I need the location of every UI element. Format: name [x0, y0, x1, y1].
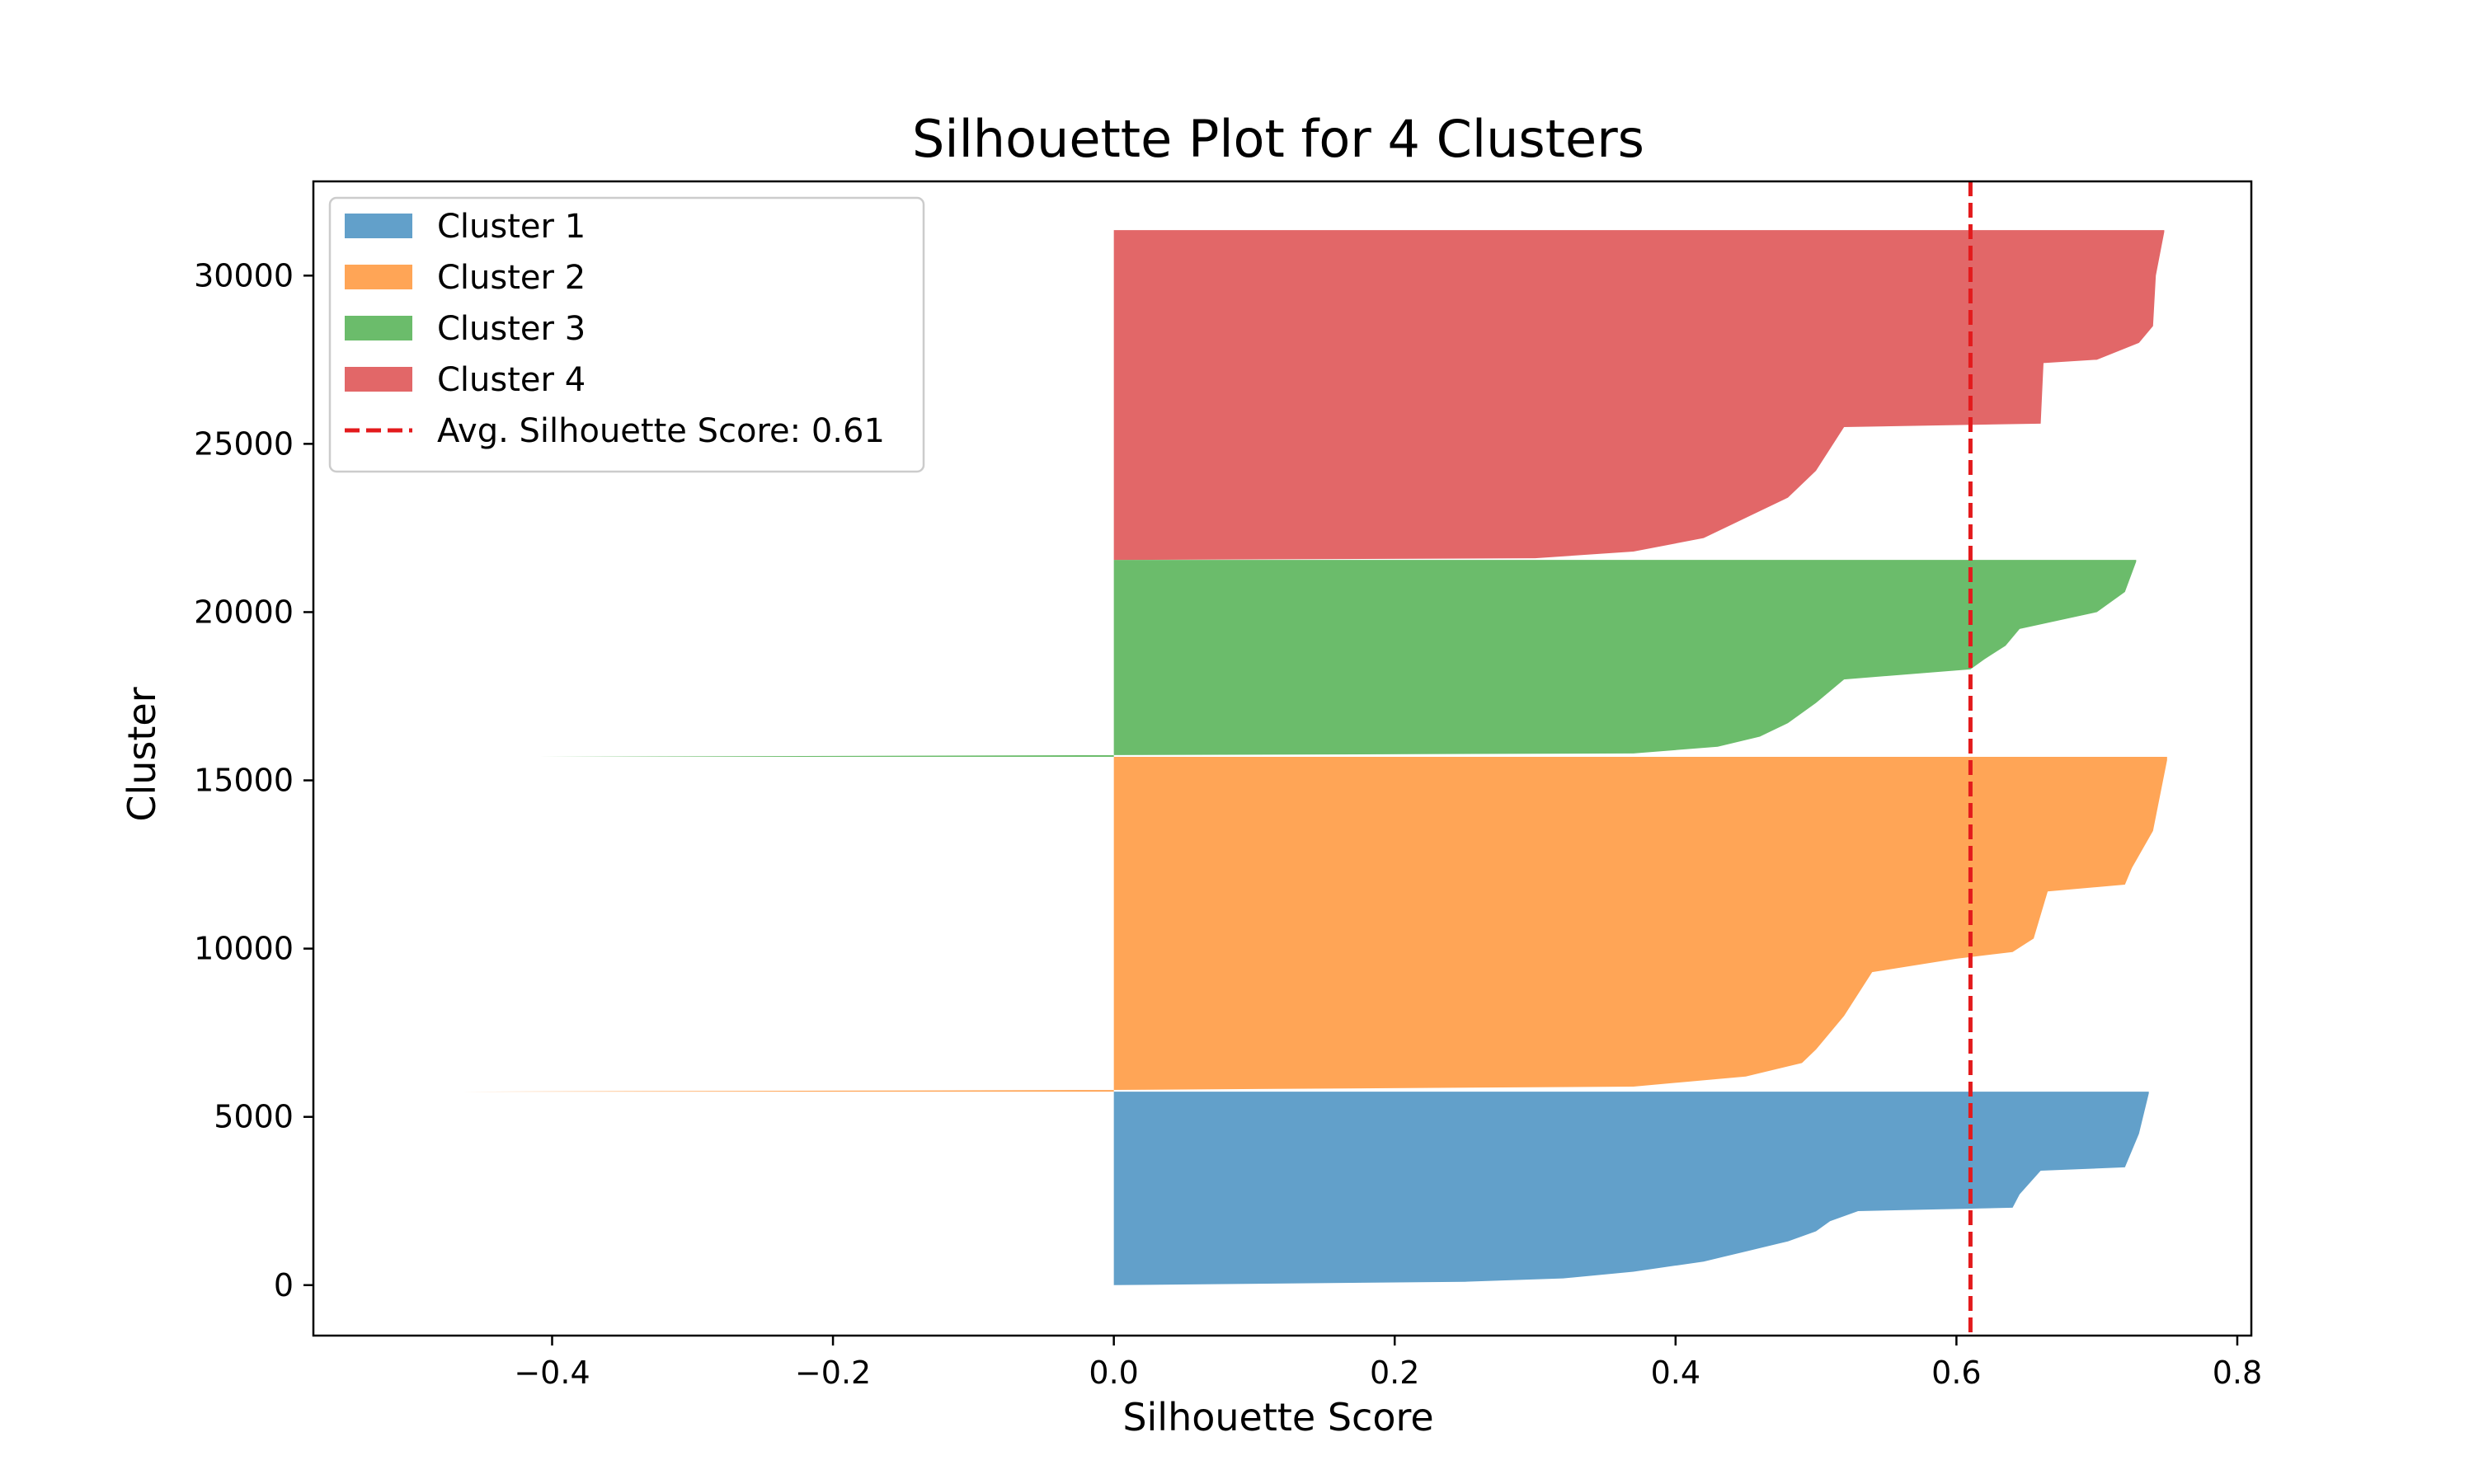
y-tick-label: 10000	[194, 931, 294, 967]
cluster-3-area	[538, 560, 2137, 757]
x-tick-label: 0.4	[1651, 1355, 1700, 1391]
y-tick-label: 5000	[214, 1099, 294, 1135]
plot-frame	[312, 180, 2253, 1337]
legend-swatch-cluster-1	[345, 214, 412, 238]
x-tick-label: 0.8	[2213, 1355, 2262, 1391]
legend-label-cluster-4: Cluster 4	[437, 361, 586, 399]
legend-label-average: Avg. Silhouette Score: 0.61	[437, 412, 885, 450]
x-tick-label: 0.0	[1089, 1355, 1138, 1391]
cluster-4-area	[1113, 230, 2165, 561]
y-axis-label: Cluster	[120, 687, 164, 821]
legend-swatch-cluster-3	[345, 316, 412, 340]
cluster-1-area	[1113, 1092, 2149, 1285]
plot-area	[460, 181, 2167, 1336]
y-tick-label: 20000	[194, 594, 294, 630]
legend-label-cluster-3: Cluster 3	[437, 310, 586, 348]
legend-box	[328, 196, 925, 473]
legend: Cluster 1 Cluster 2 Cluster 3 Cluster 4 Avg.…	[328, 196, 925, 473]
y-tick-label: 30000	[194, 257, 294, 294]
legend-label-cluster-2: Cluster 2	[437, 259, 586, 297]
x-tick-label: −0.2	[795, 1355, 871, 1391]
x-tick-label: 0.2	[1370, 1355, 1419, 1391]
y-tick-label: 0	[274, 1267, 294, 1303]
y-tick-label: 25000	[194, 425, 294, 462]
x-axis: −0.4 −0.2 0.0 0.2 0.4 0.6 0.8	[514, 1336, 2262, 1391]
chart-title: Silhouette Plot for 4 Clusters	[912, 109, 1644, 169]
cluster-2-area	[460, 756, 2167, 1092]
x-tick-label: −0.4	[514, 1355, 590, 1391]
y-tick-label: 15000	[194, 763, 294, 799]
legend-swatch-cluster-4	[345, 367, 412, 392]
x-tick-label: 0.6	[1931, 1355, 1981, 1391]
y-axis: 0 5000 10000 15000 20000 25000 30000	[194, 257, 313, 1303]
legend-swatch-cluster-2	[345, 265, 412, 289]
x-axis-label: Silhouette Score	[1122, 1395, 1433, 1439]
legend-label-cluster-1: Cluster 1	[437, 208, 586, 246]
